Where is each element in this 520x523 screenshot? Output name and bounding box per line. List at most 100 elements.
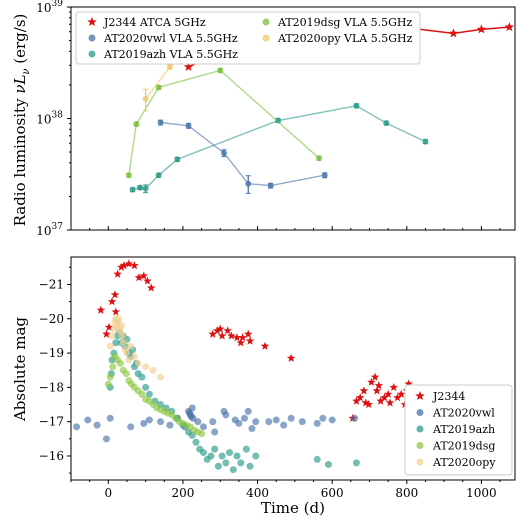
data-point — [252, 418, 260, 426]
legend-marker — [416, 409, 424, 416]
data-point — [207, 452, 215, 460]
data-point — [119, 261, 129, 270]
data-point — [383, 120, 390, 127]
data-point — [118, 332, 126, 340]
bottom-y-tick-label: −18 — [39, 380, 64, 394]
x-tick-label: 400 — [246, 486, 269, 500]
legend-label: AT2019dsg VLA 5.5GHz — [277, 16, 412, 29]
data-point — [124, 259, 134, 268]
data-point — [367, 377, 376, 386]
top-y-tick-label: 1039 — [36, 0, 63, 15]
data-point — [96, 305, 106, 314]
data-point — [127, 342, 135, 350]
data-point — [211, 445, 219, 453]
data-point — [280, 421, 288, 429]
data-point — [134, 273, 144, 282]
data-point — [157, 418, 165, 426]
top-y-axis-label-main: Radio luminosity — [11, 94, 29, 227]
top-y-tick-exponent: 38 — [52, 111, 64, 121]
data-point — [183, 61, 194, 71]
data-point — [93, 421, 101, 429]
data-point — [236, 338, 246, 347]
data-point — [355, 393, 365, 402]
data-point — [166, 63, 173, 70]
data-point — [324, 461, 332, 469]
legend-label: AT2019azh — [432, 423, 495, 436]
data-point — [237, 459, 245, 467]
legend-label: AT2020vwl VLA 5.5GHz — [103, 32, 238, 45]
top-y-axis-label-units: (erg/s) — [11, 14, 29, 69]
top-y-axis-label-subscript: ν — [21, 68, 32, 74]
x-tick-label: 0 — [104, 486, 112, 500]
data-point — [272, 416, 280, 424]
data-point — [380, 393, 389, 402]
top-series-2 — [129, 102, 429, 194]
data-point — [353, 102, 360, 109]
data-point — [223, 326, 232, 335]
data-point — [129, 186, 136, 193]
data-point — [212, 326, 222, 335]
legend-marker — [88, 50, 96, 58]
data-point — [364, 400, 374, 409]
data-point — [260, 341, 270, 350]
data-point — [238, 333, 247, 342]
data-point — [157, 119, 164, 126]
data-point — [194, 418, 202, 426]
data-point — [109, 363, 117, 371]
legend-label: AT2020opy — [432, 456, 496, 469]
data-point — [199, 449, 207, 457]
data-point — [393, 393, 402, 402]
top-y-axis-label: Radio luminosity νLν (erg/s) — [11, 14, 32, 227]
data-point — [111, 307, 121, 316]
data-point — [117, 322, 125, 330]
bottom-panel-frame — [70, 256, 516, 481]
top-y-tick-base: 10 — [36, 113, 51, 127]
data-point — [222, 459, 230, 467]
bottom-series-4 — [106, 315, 165, 381]
data-point — [117, 262, 126, 271]
data-point — [137, 184, 144, 191]
bottom-y-tick-label: −21 — [39, 277, 64, 291]
data-point — [157, 373, 165, 381]
legend-label: J2344 ATCA 5GHz — [103, 16, 206, 29]
top-series-3 — [125, 67, 323, 179]
data-point — [286, 353, 296, 362]
data-point — [222, 411, 230, 419]
data-point — [174, 156, 181, 163]
data-point — [328, 416, 336, 424]
data-point — [448, 28, 459, 38]
data-point — [113, 269, 122, 278]
x-axis-label: Time (d) — [261, 499, 325, 517]
data-point — [189, 414, 197, 422]
data-point — [211, 428, 219, 436]
data-point — [235, 419, 243, 427]
data-point — [138, 373, 146, 381]
data-point — [198, 430, 206, 438]
data-point — [116, 359, 124, 367]
data-point — [316, 155, 323, 162]
data-point — [209, 418, 217, 426]
data-point — [145, 390, 153, 398]
data-point — [106, 373, 114, 381]
x-tick-label: 800 — [395, 486, 418, 500]
data-point — [102, 435, 110, 443]
bottom-series-1 — [73, 404, 359, 443]
data-point — [217, 331, 227, 340]
x-tick-label: 1000 — [466, 486, 497, 500]
data-point — [133, 121, 140, 128]
data-point — [188, 404, 196, 412]
legend-marker — [87, 17, 97, 27]
bottom-y-tick-label: −16 — [39, 449, 64, 463]
data-point — [313, 455, 321, 463]
data-point — [245, 180, 252, 187]
legend-label: AT2020opy VLA 5.5GHz — [277, 32, 413, 45]
data-point — [243, 329, 253, 338]
data-point — [142, 95, 149, 102]
data-point — [119, 339, 127, 347]
data-point — [155, 172, 162, 179]
legend-marker — [416, 442, 424, 449]
data-point — [102, 329, 111, 338]
data-point — [252, 452, 260, 460]
data-point — [267, 182, 274, 189]
